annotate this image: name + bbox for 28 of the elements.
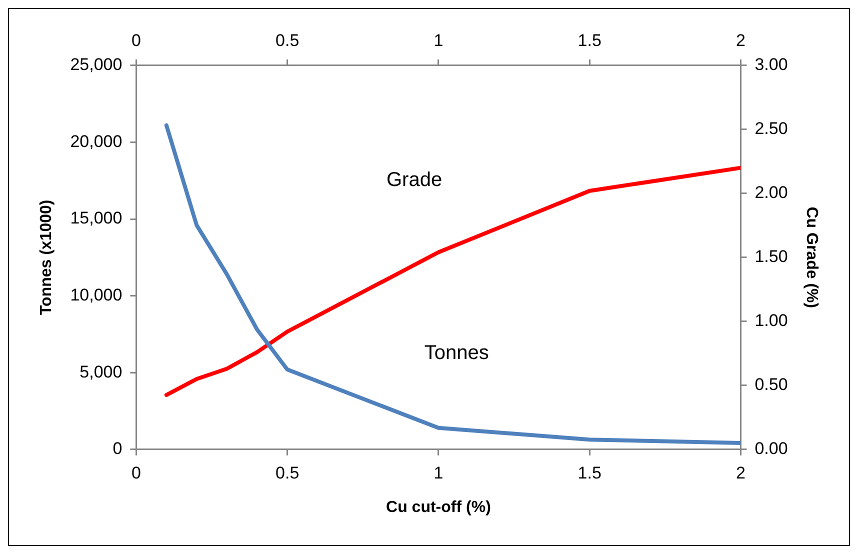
- x-tick-label: 0: [131, 463, 141, 482]
- x-tick-label: 1.5: [578, 463, 602, 482]
- y2-tick-label: 1.50: [754, 247, 788, 266]
- x2-tick-label: 0.5: [276, 30, 300, 50]
- y-tick-label: 25,000: [70, 55, 122, 74]
- y2-tick-label: 0.00: [754, 439, 788, 458]
- y-tick-label: 5,000: [80, 362, 122, 382]
- annotation: Grade: [386, 169, 442, 192]
- y-tick-label: 20,000: [70, 132, 122, 151]
- y2-tick-label: 2.50: [754, 119, 788, 138]
- y2-axis-title: Cu Grade (%): [802, 206, 820, 308]
- y2-tick-label: 1.00: [754, 311, 788, 330]
- x-axis-title: Cu cut-off (%): [386, 498, 491, 516]
- y2-tick-label: 2.00: [754, 183, 788, 202]
- x2-tick-label: 2: [736, 30, 746, 50]
- x2-tick-label: 1.5: [578, 30, 602, 50]
- x2-tick-label: 0: [131, 30, 141, 50]
- annotation: Tonnes: [424, 342, 489, 364]
- x-tick-label: 2: [736, 463, 746, 482]
- y2-tick-label: 0.50: [754, 375, 788, 394]
- x-tick-label: 0.5: [276, 463, 300, 482]
- x2-tick-label: 1: [434, 30, 444, 50]
- y-tick-label: 10,000: [70, 285, 122, 304]
- x-tick-label: 1: [434, 463, 444, 482]
- y-tick-label: 0: [112, 439, 122, 458]
- y-axis-title: Tonnes (x1000): [38, 200, 56, 316]
- y2-tick-label: 3.00: [754, 55, 788, 74]
- y-tick-label: 15,000: [70, 208, 122, 228]
